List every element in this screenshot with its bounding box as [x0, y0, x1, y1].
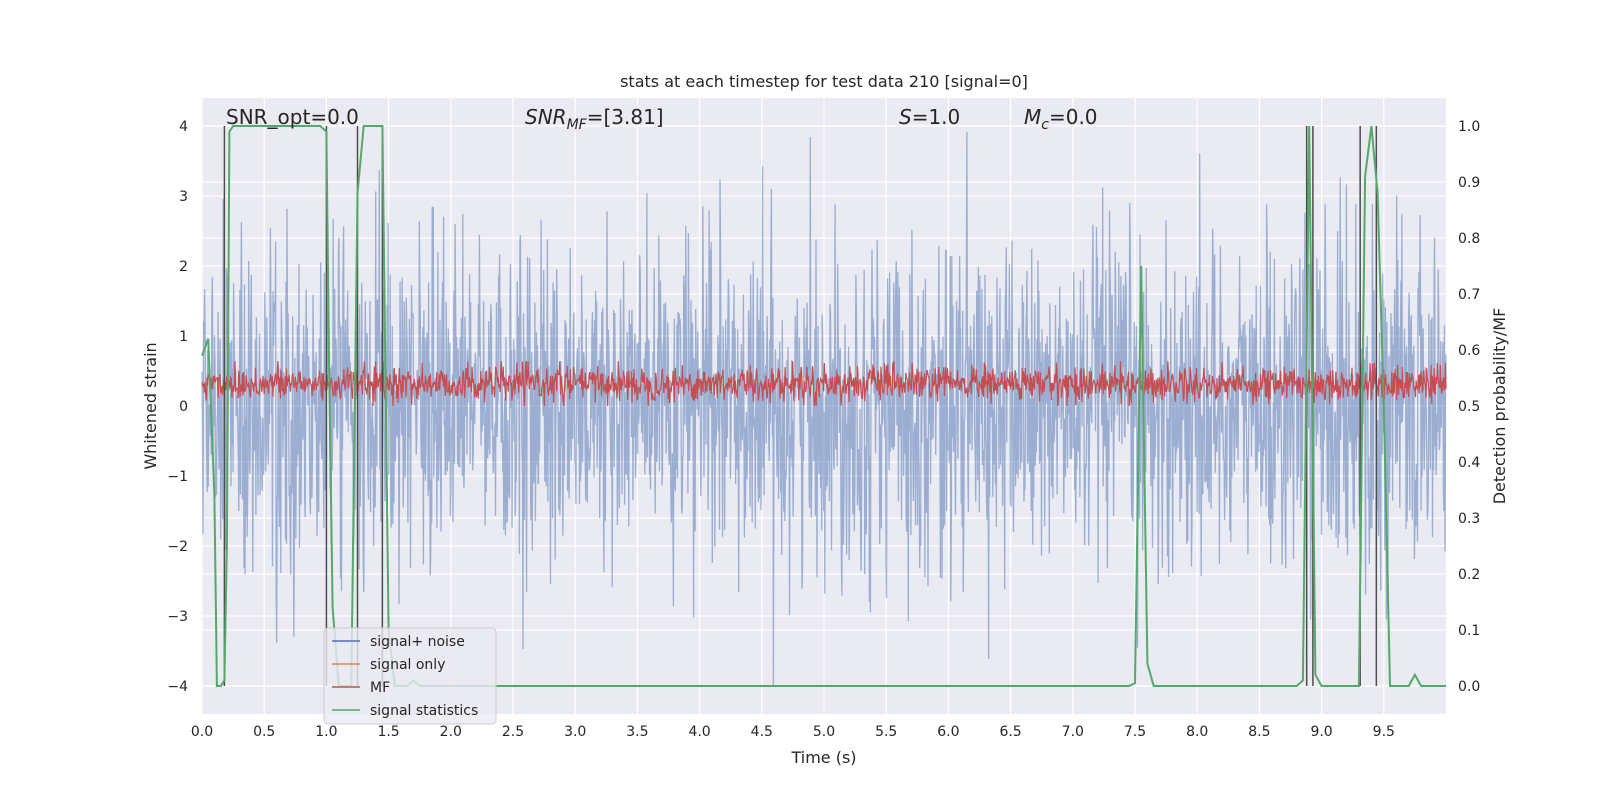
y-left-tick-label: −2 [167, 539, 188, 555]
legend-label-signal-noise: signal+ noise [370, 634, 465, 650]
y-right-tick-label: 0.2 [1458, 567, 1480, 583]
x-tick-label: 5.0 [813, 724, 835, 740]
y-right-tick-labels: 0.0 0.1 0.2 0.3 0.4 0.5 0.6 0.7 0.8 0.9 1.0 [1458, 119, 1480, 695]
noise-trace [201, 131, 1447, 687]
series-mf [201, 361, 1447, 407]
x-tick-label: 5.5 [875, 724, 897, 740]
x-tick-label: 9.0 [1310, 724, 1332, 740]
annotation-snr-mf: SNRMF=[3.81] [525, 105, 664, 133]
y-left-tick-label: −3 [167, 609, 188, 625]
y-right-tick-label: 0.0 [1458, 679, 1480, 695]
chart-title: stats at each timestep for test data 210… [620, 72, 1028, 91]
x-tick-label: 0.5 [253, 724, 275, 740]
y-left-tick-label: −4 [167, 679, 188, 695]
x-tick-label: 3.5 [626, 724, 648, 740]
x-tick-label: 1.0 [315, 724, 337, 740]
y-right-tick-label: 1.0 [1458, 119, 1480, 135]
y-left-tick-label: 0 [179, 399, 188, 415]
y-left-tick-labels: −4 −3 −2 −1 0 1 2 3 4 [167, 119, 188, 695]
x-tick-label: 3.0 [564, 724, 586, 740]
y-left-tick-label: 4 [179, 119, 188, 135]
y-left-tick-label: 1 [179, 329, 188, 345]
x-tick-label: 0.0 [191, 724, 213, 740]
y-right-tick-label: 0.9 [1458, 175, 1480, 191]
y-right-tick-label: 0.5 [1458, 399, 1480, 415]
y-right-tick-label: 0.1 [1458, 623, 1480, 639]
x-tick-label: 2.0 [440, 724, 462, 740]
annotation-mc: Mc=0.0 [1024, 105, 1098, 133]
x-tick-label: 4.5 [751, 724, 773, 740]
x-tick-label: 7.0 [1062, 724, 1084, 740]
y-left-tick-label: 2 [179, 259, 188, 275]
x-tick-label: 1.5 [377, 724, 399, 740]
annotation-s: S=1.0 [899, 105, 960, 129]
x-tick-label: 6.5 [999, 724, 1021, 740]
y-right-tick-label: 0.3 [1458, 511, 1480, 527]
legend-label-signal-only: signal only [370, 657, 445, 673]
y-right-axis-label: Detection probability/MF [1490, 308, 1509, 505]
x-tick-label: 8.0 [1186, 724, 1208, 740]
x-tick-label: 9.5 [1373, 724, 1395, 740]
x-tick-labels: 0.0 0.5 1.0 1.5 2.0 2.5 3.0 3.5 4.0 4.5 5.0 5.5 6.0 6… [191, 724, 1395, 740]
x-tick-label: 7.5 [1124, 724, 1146, 740]
legend: signal+ noise signal only MF signal stat… [323, 627, 497, 725]
series-signal-statistics [201, 125, 1446, 687]
legend-label-signal-statistics: signal statistics [370, 703, 478, 719]
x-tick-label: 8.5 [1248, 724, 1270, 740]
y-right-tick-label: 0.4 [1458, 455, 1480, 471]
y-left-tick-label: −1 [167, 469, 188, 485]
y-left-tick-label: 3 [179, 189, 188, 205]
mf-trace [201, 361, 1447, 407]
y-right-tick-label: 0.8 [1458, 231, 1480, 247]
x-tick-label: 4.0 [688, 724, 710, 740]
y-right-tick-label: 0.6 [1458, 343, 1480, 359]
x-tick-label: 6.0 [937, 724, 959, 740]
annotation-snr-opt: SNR_opt=0.0 [226, 105, 359, 129]
legend-label-mf: MF [370, 680, 390, 696]
y-right-tick-label: 0.7 [1458, 287, 1480, 303]
series-signal-noise [201, 131, 1447, 687]
y-left-axis-label: Whitened strain [141, 342, 160, 469]
x-tick-label: 2.5 [502, 724, 524, 740]
signal-statistics-line [201, 125, 1446, 687]
x-axis-label: Time (s) [790, 748, 856, 767]
